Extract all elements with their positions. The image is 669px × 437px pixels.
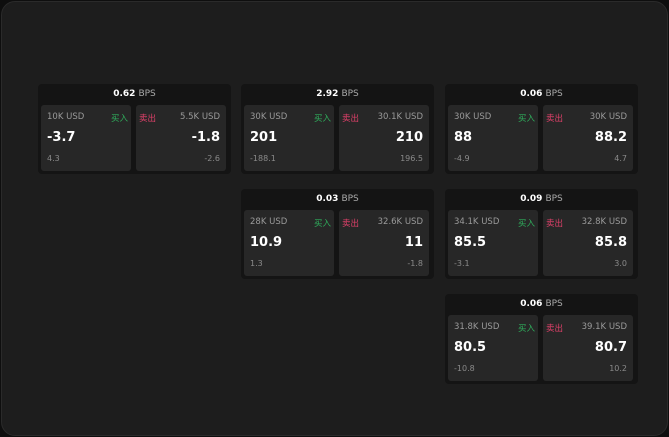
- sell-change: 10.2: [609, 364, 627, 373]
- buy-label: 买入: [313, 219, 331, 229]
- sell-change: 3.0: [614, 259, 627, 268]
- spread-value: 0.06: [520, 299, 543, 309]
- buy-amount: 10K USD: [47, 112, 85, 122]
- quote-card: 0.09 BPS 34.1K USD 买入 85.5 -3.1 32.8K USD…: [445, 189, 638, 279]
- spread-unit: BPS: [545, 299, 563, 309]
- quote-card: 0.06 BPS 30K USD 买入 88 -4.9 30K USD 卖出 88…: [445, 84, 638, 174]
- sell-label: 卖出: [342, 114, 360, 124]
- buy-change: 1.3: [250, 259, 263, 268]
- spread-header: 0.09 BPS: [445, 189, 638, 210]
- spread-header: 0.03 BPS: [241, 189, 434, 210]
- buy-button[interactable]: 28K USD 买入 10.9 1.3: [244, 210, 334, 276]
- buy-label: 买入: [517, 219, 535, 229]
- sell-button[interactable]: 39.1K USD 卖出 80.7 10.2: [543, 315, 633, 381]
- spread-unit: BPS: [341, 194, 359, 204]
- sell-amount: 39.1K USD: [581, 322, 627, 332]
- quote-card: 0.62 BPS 10K USD 买入 -3.7 4.3 5.5K USD 卖出 …: [38, 84, 231, 174]
- sell-price: 210: [395, 130, 423, 145]
- buy-amount: 30K USD: [454, 112, 492, 122]
- buy-amount: 30K USD: [250, 112, 288, 122]
- sell-amount: 30K USD: [589, 112, 627, 122]
- buy-label: 买入: [110, 114, 128, 124]
- spread-value: 0.03: [316, 194, 339, 204]
- sell-button[interactable]: 32.6K USD 卖出 11 -1.8: [339, 210, 429, 276]
- spread-header: 0.62 BPS: [38, 84, 231, 105]
- buy-price: 88: [454, 130, 473, 145]
- sell-price: 11: [404, 235, 423, 250]
- buy-change: -10.8: [454, 364, 475, 373]
- sell-amount: 5.5K USD: [180, 112, 220, 122]
- buy-button[interactable]: 10K USD 买入 -3.7 4.3: [41, 105, 131, 171]
- sell-change: -1.8: [407, 259, 423, 268]
- buy-price: 201: [250, 130, 278, 145]
- spread-header: 0.06 BPS: [445, 84, 638, 105]
- buy-change: -188.1: [250, 154, 276, 163]
- quote-card: 0.03 BPS 28K USD 买入 10.9 1.3 32.6K USD 卖出…: [241, 189, 434, 279]
- buy-button[interactable]: 34.1K USD 买入 85.5 -3.1: [448, 210, 538, 276]
- spread-header: 2.92 BPS: [241, 84, 434, 105]
- buy-amount: 28K USD: [250, 217, 288, 227]
- buy-change: -3.1: [454, 259, 470, 268]
- buy-label: 买入: [517, 114, 535, 124]
- buy-price: -3.7: [47, 130, 76, 145]
- buy-button[interactable]: 30K USD 买入 88 -4.9: [448, 105, 538, 171]
- sell-button[interactable]: 30K USD 卖出 88.2 4.7: [543, 105, 633, 171]
- buy-amount: 34.1K USD: [454, 217, 500, 227]
- sell-button[interactable]: 32.8K USD 卖出 85.8 3.0: [543, 210, 633, 276]
- buy-label: 买入: [313, 114, 331, 124]
- buy-label: 买入: [517, 324, 535, 334]
- spread-unit: BPS: [545, 194, 563, 204]
- sell-price: -1.8: [191, 130, 220, 145]
- buy-button[interactable]: 30K USD 买入 201 -188.1: [244, 105, 334, 171]
- sell-change: -2.6: [204, 154, 220, 163]
- buy-price: 10.9: [250, 235, 283, 250]
- spread-unit: BPS: [138, 89, 156, 99]
- sell-price: 85.8: [594, 235, 627, 250]
- sell-amount: 30.1K USD: [377, 112, 423, 122]
- spread-value: 2.92: [316, 89, 339, 99]
- spread-unit: BPS: [545, 89, 563, 99]
- sell-change: 4.7: [614, 154, 627, 163]
- sell-amount: 32.8K USD: [581, 217, 627, 227]
- spread-value: 0.09: [520, 194, 543, 204]
- sell-label: 卖出: [139, 114, 157, 124]
- sell-label: 卖出: [546, 219, 564, 229]
- spread-value: 0.62: [113, 89, 136, 99]
- buy-price: 80.5: [454, 340, 487, 355]
- buy-price: 85.5: [454, 235, 487, 250]
- sell-button[interactable]: 30.1K USD 卖出 210 196.5: [339, 105, 429, 171]
- sell-price: 80.7: [594, 340, 627, 355]
- buy-change: 4.3: [47, 154, 60, 163]
- buy-button[interactable]: 31.8K USD 买入 80.5 -10.8: [448, 315, 538, 381]
- sell-button[interactable]: 5.5K USD 卖出 -1.8 -2.6: [136, 105, 226, 171]
- spread-value: 0.06: [520, 89, 543, 99]
- buy-amount: 31.8K USD: [454, 322, 500, 332]
- sell-label: 卖出: [342, 219, 360, 229]
- quote-card: 2.92 BPS 30K USD 买入 201 -188.1 30.1K USD …: [241, 84, 434, 174]
- spread-unit: BPS: [341, 89, 359, 99]
- buy-change: -4.9: [454, 154, 470, 163]
- sell-amount: 32.6K USD: [377, 217, 423, 227]
- spread-header: 0.06 BPS: [445, 294, 638, 315]
- sell-change: 196.5: [400, 154, 423, 163]
- sell-label: 卖出: [546, 114, 564, 124]
- sell-price: 88.2: [594, 130, 627, 145]
- quote-card: 0.06 BPS 31.8K USD 买入 80.5 -10.8 39.1K US…: [445, 294, 638, 384]
- sell-label: 卖出: [546, 324, 564, 334]
